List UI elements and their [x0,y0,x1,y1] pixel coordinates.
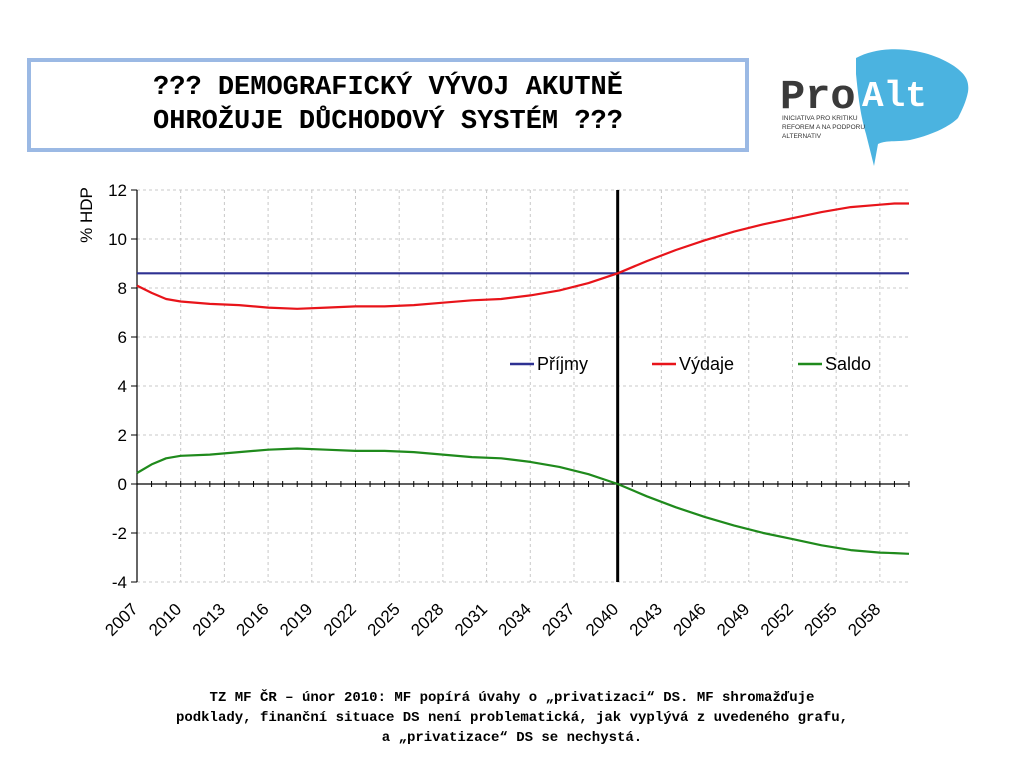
caption-line-2: podklady, finanční situace DS není probl… [175,710,849,726]
title-line-1: ??? DEMOGRAFICKÝ VÝVOJ AKUTNĚ [153,73,623,103]
x-tick-label: 2028 [407,600,447,640]
caption-line-3: a „privatizace“ DS se nechystá. [381,730,643,746]
logo-word-alt: Alt [862,76,927,117]
x-tick-label: 2037 [538,600,578,640]
y-tick-label: 6 [118,328,127,347]
logo-word-pro: Pro [780,73,856,121]
y-tick-label: -4 [112,573,127,592]
y-tick-label: 12 [108,181,127,200]
x-tick-label: 2025 [364,600,404,640]
legend-layer: Příjmy Výdaje Saldo [510,354,871,374]
legend-label-1: Příjmy [537,354,588,374]
x-tick-label: 2019 [276,600,316,640]
title-line-2: OHROŽUJE DŮCHODOVÝ SYSTÉM ??? [153,107,623,137]
series-layer [136,202,910,555]
legend-label-2: Výdaje [679,354,734,374]
logo-flag-shape [856,49,969,167]
series-line-2 [136,202,909,310]
x-tick-label: 2046 [669,600,709,640]
y-tick-label: -2 [112,524,127,543]
x-tick-label: 2022 [320,600,360,640]
y-tick-label: 0 [118,475,127,494]
y-tick-label: 10 [108,230,127,249]
x-tick-label: 2052 [757,600,797,640]
logo-tagline-1: INICIATIVA PRO KRITIKU [782,115,858,122]
proalt-logo: Pro Alt INICIATIVA PRO KRITIKU REFOREM A… [780,49,969,167]
x-tick-label: 2055 [801,600,841,640]
y-axis-label: % HDP [77,187,96,243]
caption-line-1: TZ MF ČR – únor 2010: MF popírá úvahy o … [209,690,815,706]
logo-tagline-2: REFOREM A NA PODPORU [782,124,865,131]
x-tick-label: 2007 [101,600,141,640]
page-title: ??? DEMOGRAFICKÝ VÝVOJ AKUTNĚ OHROŽUJE D… [68,71,708,139]
x-tick-label: 2031 [451,600,491,640]
grid-layer [136,189,909,583]
x-tick-label: 2058 [844,600,884,640]
x-tick-label: 2049 [713,600,753,640]
y-tick-label: 4 [118,377,127,396]
x-tick-label: 2010 [145,600,185,640]
legend-label-3: Saldo [825,354,871,374]
y-tick-label: 2 [118,426,127,445]
title-box: ??? DEMOGRAFICKÝ VÝVOJ AKUTNĚ OHROŽUJE D… [27,58,749,152]
y-tick-label: 8 [118,279,127,298]
x-tick-label: 2040 [582,600,622,640]
caption: TZ MF ČR – únor 2010: MF popírá úvahy o … [60,688,964,748]
series-line-3 [136,447,910,555]
x-tick-label: 2034 [495,600,535,640]
x-tick-label: 2013 [189,600,229,640]
x-tick-label: 2016 [232,600,272,640]
x-tick-label: 2043 [626,600,666,640]
logo-tagline-3: ALTERNATIV [782,133,822,140]
